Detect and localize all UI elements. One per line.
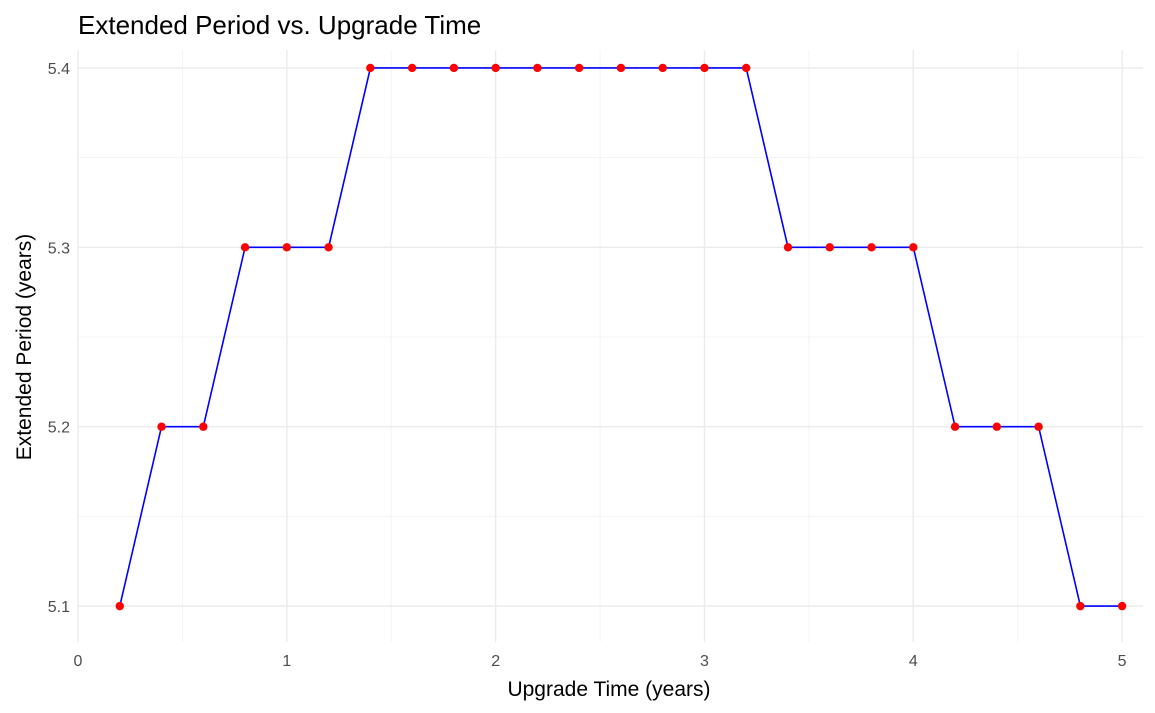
data-point bbox=[867, 243, 876, 252]
data-point bbox=[1076, 601, 1085, 611]
x-tick-label: 5 bbox=[1118, 653, 1127, 670]
data-point bbox=[115, 601, 124, 611]
y-tick-label: 5.3 bbox=[48, 240, 70, 257]
data-point bbox=[449, 63, 459, 73]
data-point bbox=[950, 422, 960, 431]
y-axis-title: Extended Period (years) bbox=[13, 234, 36, 460]
data-point bbox=[825, 243, 834, 252]
data-point bbox=[909, 243, 918, 252]
x-tick-label: 3 bbox=[700, 653, 709, 670]
data-point bbox=[407, 63, 417, 73]
data-point bbox=[157, 422, 166, 431]
x-axis-title: Upgrade Time (years) bbox=[507, 678, 710, 701]
data-point bbox=[574, 63, 584, 73]
grid bbox=[77, 50, 1143, 642]
x-tick-label: 0 bbox=[74, 653, 83, 670]
x-tick-label: 4 bbox=[909, 653, 918, 670]
data-point bbox=[324, 243, 333, 252]
tick-labels: 0 1 2 3 4 5 5.1 5.2 5.3 5.4 bbox=[48, 61, 1127, 670]
x-tick-label: 1 bbox=[282, 653, 291, 670]
data-point bbox=[1034, 422, 1043, 431]
data-point bbox=[240, 243, 250, 252]
data-point bbox=[783, 243, 793, 252]
data-point bbox=[992, 422, 1002, 431]
data-point bbox=[700, 63, 709, 73]
data-point bbox=[366, 63, 375, 73]
data-point bbox=[199, 422, 208, 431]
data-point bbox=[616, 63, 626, 73]
data-point bbox=[491, 63, 500, 73]
data-point bbox=[658, 63, 667, 73]
data-point bbox=[742, 63, 751, 73]
y-tick-label: 5.2 bbox=[48, 420, 70, 437]
x-tick-label: 2 bbox=[491, 653, 500, 670]
chart-title: Extended Period vs. Upgrade Time bbox=[78, 10, 481, 40]
data-point bbox=[1117, 601, 1127, 611]
data-point bbox=[282, 243, 292, 252]
y-tick-label: 5.4 bbox=[48, 61, 70, 78]
series-group bbox=[115, 63, 1127, 611]
data-point bbox=[533, 63, 542, 73]
y-tick-label: 5.1 bbox=[48, 599, 70, 616]
